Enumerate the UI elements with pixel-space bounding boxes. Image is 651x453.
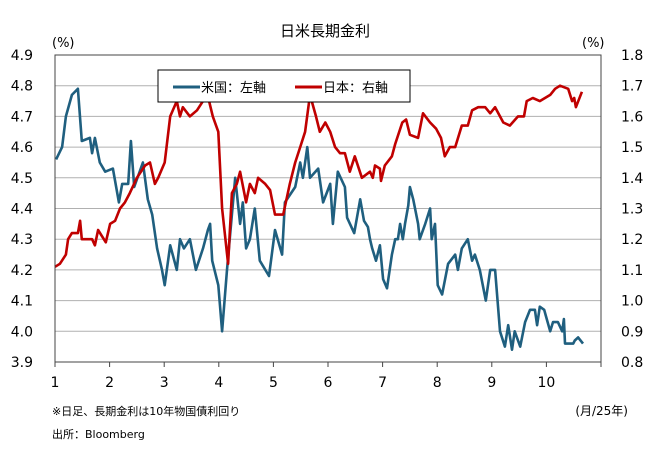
left-tick-label: 4.3 <box>11 232 33 248</box>
source-note: 出所：Bloomberg <box>52 427 145 441</box>
chart-title: 日米長期金利 <box>280 22 370 40</box>
right-tick-label: 1.6 <box>621 109 643 125</box>
legend-label-japan: 日本：右軸 <box>323 81 388 96</box>
legend: 米国：左軸 日本：右軸 <box>157 69 411 103</box>
left-tick-label: 4.1 <box>11 294 33 310</box>
left-tick-label: 4.2 <box>11 263 33 279</box>
right-tick-label: 1.5 <box>621 140 643 156</box>
left-tick-label: 4.7 <box>11 109 33 125</box>
left-tick-label: 4.8 <box>11 79 33 95</box>
left-tick-label: 4.0 <box>11 324 33 340</box>
plot-frame <box>54 54 602 363</box>
right-tick-label: 1.3 <box>621 202 643 218</box>
right-tick-label: 1.7 <box>621 79 643 95</box>
left-tick-label: 4.6 <box>11 140 33 156</box>
legend-label-us: 米国：左軸 <box>201 81 266 96</box>
x-tick-label: 10 <box>537 375 555 391</box>
left-tick-label: 4.5 <box>11 171 33 187</box>
left-tick-label: 3.9 <box>11 355 33 371</box>
right-tick-label: 1.1 <box>621 263 643 279</box>
series-line-japan <box>54 84 584 268</box>
footnote: ※日足、長期金利は10年物国債利回り <box>52 404 240 418</box>
series-line-us <box>54 87 585 352</box>
x-tick-label: 8 <box>433 375 442 391</box>
right-tick-label: 1.2 <box>621 232 643 248</box>
left-axis-unit: (%) <box>52 36 75 51</box>
x-tick-label: 1 <box>51 375 60 391</box>
x-tick-label: 2 <box>105 375 114 391</box>
right-tick-label: 1.4 <box>621 171 643 187</box>
right-tick-label: 1.8 <box>621 48 643 64</box>
right-tick-label: 0.8 <box>621 355 643 371</box>
x-tick-label: 6 <box>324 375 333 391</box>
left-tick-label: 4.9 <box>11 48 33 64</box>
x-tick-label: 4 <box>214 375 223 391</box>
x-tick-label: 7 <box>378 375 387 391</box>
right-tick-label: 0.9 <box>621 324 643 340</box>
right-tick-label: 1.0 <box>621 294 643 310</box>
x-tick-label: 5 <box>269 375 278 391</box>
x-axis-unit: (月/25年) <box>575 404 628 418</box>
x-tick-label: 9 <box>487 375 496 391</box>
left-tick-label: 4.4 <box>11 202 33 218</box>
x-tick-label: 3 <box>160 375 169 391</box>
right-axis-unit: (%) <box>582 36 605 51</box>
